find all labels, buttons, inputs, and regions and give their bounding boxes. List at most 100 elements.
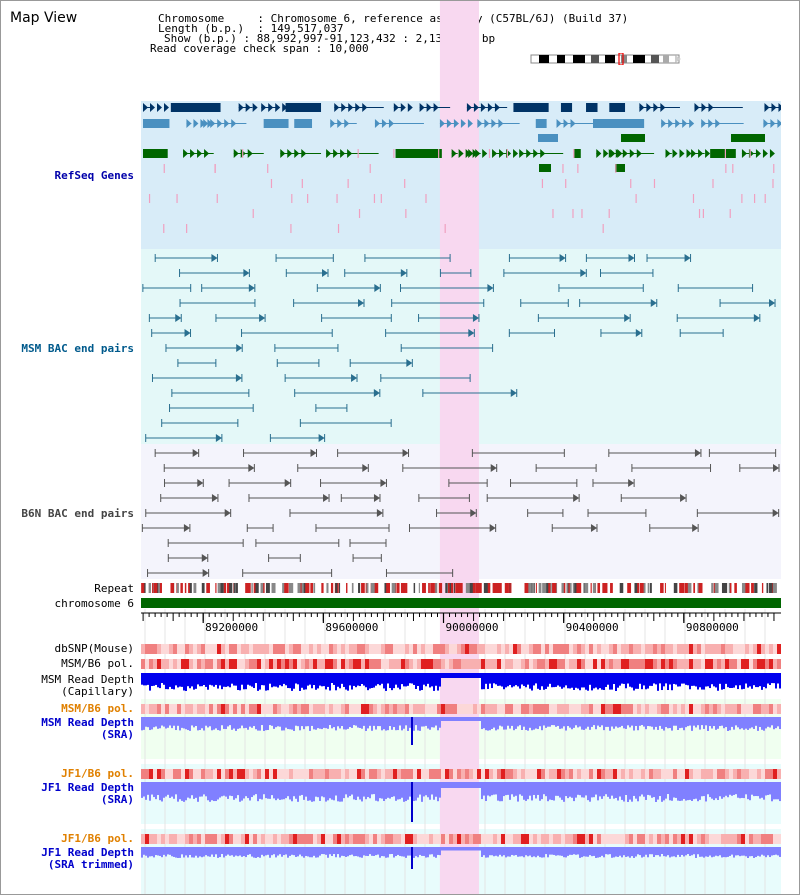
depth-bar [353, 673, 355, 686]
depth-bar [763, 782, 765, 800]
gene-exon [337, 119, 343, 128]
depth-bar [393, 717, 395, 728]
depth-bar [579, 782, 581, 796]
depth-bar [717, 782, 719, 801]
depth-bar [765, 717, 767, 729]
heatmap-cell [633, 834, 637, 844]
heatmap-cell [693, 644, 697, 654]
heatmap-cell [593, 704, 597, 714]
depth-bar [675, 782, 677, 798]
depth-bar [523, 782, 525, 800]
depth-bar [243, 717, 245, 729]
heatmap-cell [481, 769, 485, 779]
label-dbsnp: dbSNP(Mouse) [54, 642, 134, 655]
heatmap-cell [181, 644, 185, 654]
depth-bar [695, 782, 697, 799]
depth-bar [675, 673, 677, 685]
heatmap-cell [393, 659, 397, 669]
gene-exon [715, 119, 721, 128]
heatmap-cell [225, 644, 229, 654]
repeat-element [374, 583, 377, 593]
depth-bar [517, 847, 519, 857]
depth-bar [185, 782, 187, 801]
depth-bar [275, 847, 277, 858]
heatmap-cell [165, 644, 169, 654]
heatmap-cell [149, 834, 153, 844]
depth-bar [547, 717, 549, 727]
depth-bar [319, 673, 321, 686]
depth-bar [747, 847, 749, 858]
depth-bar [575, 847, 577, 855]
depth-bar [171, 717, 173, 729]
depth-bar [193, 673, 195, 690]
depth-bar [199, 847, 201, 857]
heatmap-cell [469, 659, 473, 669]
gene-exon [665, 149, 671, 158]
heatmap-cell [465, 769, 469, 779]
heatmap-cell [765, 769, 769, 779]
gene-exon [675, 119, 681, 128]
heatmap-cell [385, 704, 389, 714]
gene-exon [603, 149, 609, 158]
bac-end-arrow [184, 329, 191, 337]
heatmap-cell [773, 704, 777, 714]
repeat-element [365, 583, 367, 593]
heatmap-cell [305, 769, 309, 779]
depth-bar [159, 673, 161, 689]
heatmap-cell [201, 769, 205, 779]
bac-end-arrow [468, 329, 475, 337]
depth-bar [567, 847, 569, 856]
heatmap-cell [609, 834, 613, 844]
heatmap-cell [573, 834, 577, 844]
heatmap-cell [657, 659, 661, 669]
heatmap-cell [553, 644, 557, 654]
depth-bar [387, 847, 389, 858]
heatmap-cell [609, 644, 613, 654]
depth-bar [621, 717, 623, 726]
heatmap-cell [757, 704, 761, 714]
heatmap-cell [561, 769, 565, 779]
depth-bar [743, 673, 745, 689]
depth-bar [337, 847, 339, 855]
depth-bar [553, 717, 555, 726]
heatmap-cell [385, 644, 389, 654]
depth-bar [559, 673, 561, 687]
depth-bar [617, 673, 619, 688]
depth-bar [519, 717, 521, 726]
chromosome-ideogram[interactable] [529, 53, 683, 65]
repeat-element [545, 583, 549, 593]
depth-bar [749, 717, 751, 729]
heatmap-cell [481, 834, 485, 844]
depth-bar [645, 782, 647, 800]
heatmap-cell [485, 834, 489, 844]
depth-bar [719, 782, 721, 797]
heatmap-cell [725, 659, 729, 669]
depth-bar [569, 782, 571, 797]
heatmap-cell [677, 834, 681, 844]
heatmap-cell [661, 659, 665, 669]
depth-bar [455, 717, 457, 721]
heatmap-cell [689, 704, 693, 714]
depth-bar [655, 847, 657, 856]
heatmap-cell [649, 659, 653, 669]
repeat-element [561, 583, 565, 593]
heatmap-cell [373, 704, 377, 714]
repeat-element [711, 583, 714, 593]
depth-bar [691, 717, 693, 731]
depth-bar [395, 847, 397, 857]
depth-bar [251, 782, 253, 798]
heatmap-cell [413, 834, 417, 844]
depth-bar [275, 717, 277, 728]
depth-bar [219, 782, 221, 798]
depth-bar [343, 782, 345, 799]
depth-bar [731, 782, 733, 796]
heatmap-cell [353, 659, 357, 669]
depth-bar [681, 782, 683, 801]
depth-bar [641, 717, 643, 726]
genome-tracks[interactable]: 89200000 89600000 90000000 90400000 90800000 [141, 1, 781, 894]
gene-block [586, 103, 598, 112]
bac-end-arrow [362, 464, 369, 472]
repeat-element [445, 583, 448, 593]
heatmap-cell [501, 659, 505, 669]
depth-bar [621, 782, 623, 800]
